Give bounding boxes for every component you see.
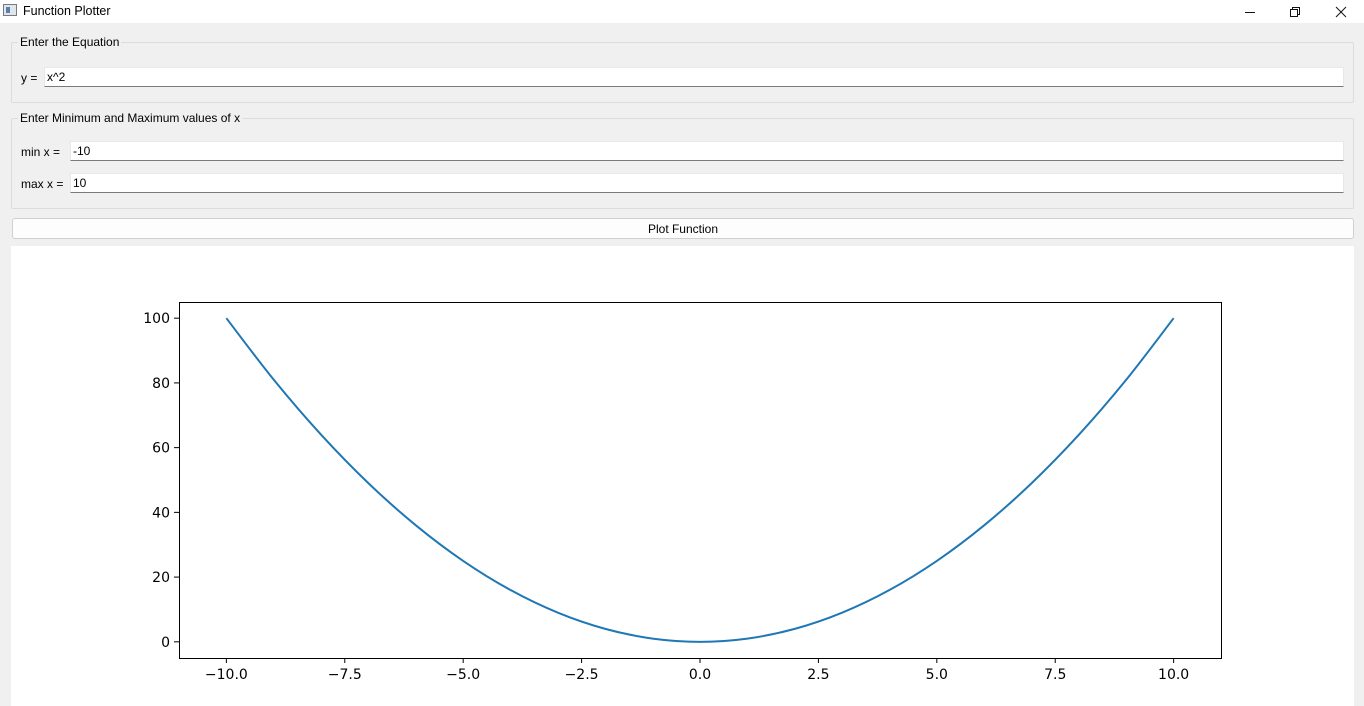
y-tick-label: 100 — [143, 311, 170, 327]
function-chart: −10.0 −7.5 −5.0 −2.5 0.0 2.5 5.0 7.5 10.0 0 20 40 60… — [143, 302, 1222, 683]
x-tick-label: −10.0 — [205, 667, 248, 683]
close-icon — [1335, 6, 1347, 17]
y-tick-label: 80 — [152, 376, 170, 392]
series-line — [225, 317, 1175, 643]
max-x-label: max x = — [21, 177, 64, 191]
x-tick-label: −5.0 — [446, 667, 480, 683]
minimize-button[interactable] — [1227, 0, 1273, 23]
min-x-label: min x = — [21, 145, 61, 159]
x-tick-label: 5.0 — [926, 667, 948, 683]
max-x-input[interactable] — [70, 173, 1344, 193]
minimize-icon — [1245, 11, 1255, 13]
y-tick-label: 40 — [152, 505, 170, 521]
plot-frame — [179, 302, 1222, 659]
title-bar: Function Plotter — [0, 0, 1364, 23]
x-tick-label: 7.5 — [1044, 667, 1066, 683]
app-icon — [3, 4, 17, 16]
equation-label: y = — [21, 71, 38, 85]
close-button[interactable] — [1318, 0, 1364, 23]
equation-group — [11, 42, 1354, 103]
window-title: Function Plotter — [23, 4, 111, 18]
equation-input[interactable] — [44, 67, 1344, 87]
range-group-title: Enter Minimum and Maximum values of x — [18, 111, 243, 125]
y-tick-label: 0 — [161, 635, 170, 651]
restore-icon — [1290, 6, 1300, 17]
range-group — [11, 118, 1354, 209]
x-tick-label: 0.0 — [689, 667, 711, 683]
x-tick-label: −2.5 — [565, 667, 599, 683]
x-tick-label: 10.0 — [1158, 667, 1189, 683]
plot-canvas: −10.0 −7.5 −5.0 −2.5 0.0 2.5 5.0 7.5 10.0 0 20 40 60… — [11, 246, 1354, 706]
y-tick-label: 20 — [152, 570, 170, 586]
x-tick-label: −7.5 — [328, 667, 362, 683]
x-tick-label: 2.5 — [807, 667, 829, 683]
plot-function-button[interactable]: Plot Function — [12, 218, 1354, 239]
y-tick-label: 60 — [152, 441, 170, 457]
min-x-input[interactable] — [70, 141, 1344, 161]
equation-group-title: Enter the Equation — [18, 35, 122, 49]
restore-button[interactable] — [1272, 0, 1318, 23]
